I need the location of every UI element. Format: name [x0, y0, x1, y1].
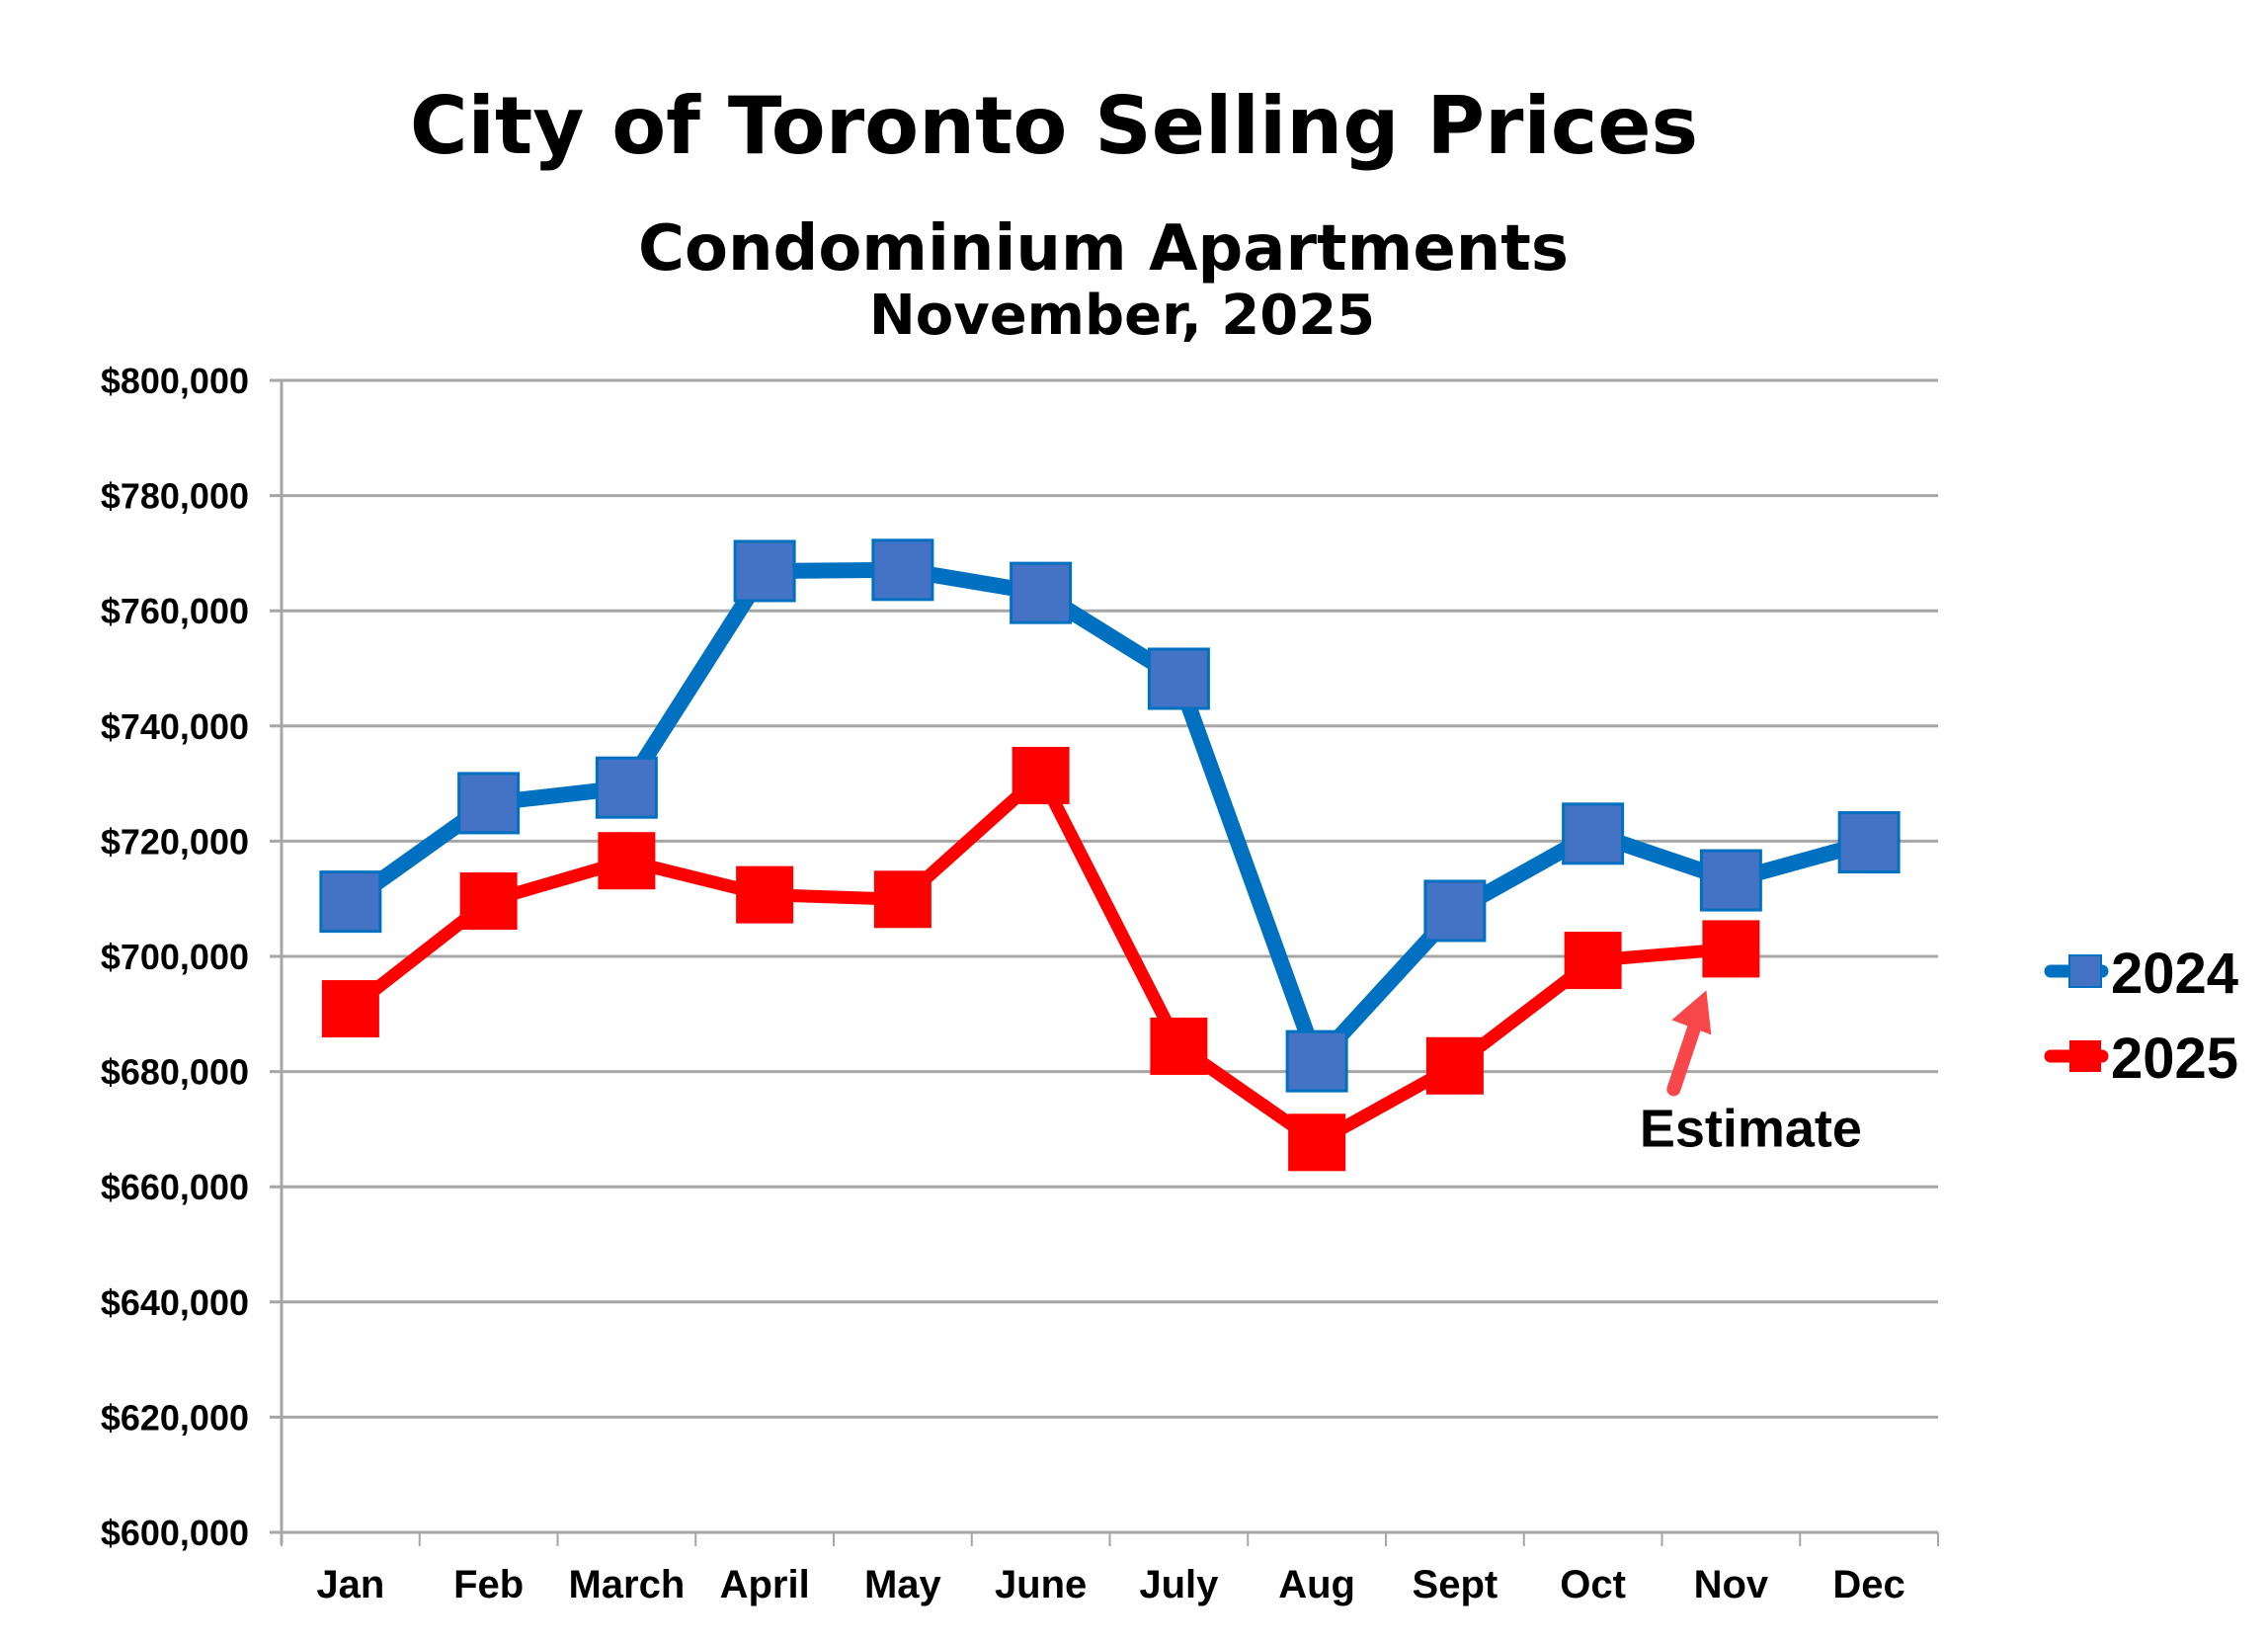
data-point-2024-aug: [1285, 1029, 1348, 1093]
y-tick-label: $600,000: [101, 1513, 249, 1553]
data-point-2024-oct: [1562, 802, 1625, 865]
x-tick-label: Nov: [1694, 1563, 1769, 1606]
estimate-label: Estimate: [1640, 1099, 1862, 1158]
y-tick-label: $620,000: [101, 1397, 249, 1438]
legend-label: 2024: [2111, 942, 2238, 1006]
x-tick-label: April: [720, 1563, 810, 1606]
y-tick-label: $780,000: [101, 476, 249, 517]
series-line-2025: [346, 765, 1732, 1150]
y-axis-tick-labels: $600,000 $620,000 $640,000 $660,000 $680,000…: [101, 361, 249, 1553]
data-point-2024-april: [733, 539, 796, 603]
chart-date: November, 2025: [869, 284, 1375, 348]
chart-title: City of Toronto Selling Prices: [410, 80, 1698, 172]
x-tick-label: Feb: [453, 1563, 524, 1606]
y-tick-label: $800,000: [101, 361, 249, 401]
data-point-2024-june: [1010, 561, 1073, 624]
series-layer: [319, 538, 1901, 1172]
data-point-2025-jan: [321, 980, 379, 1038]
series-2025: [321, 746, 1760, 1172]
chart-subtitle: Condominium Apartments: [638, 212, 1569, 286]
chart-titles: City of Toronto Selling Prices Condomini…: [410, 80, 1698, 348]
legend-item-2025: 2025: [2044, 1027, 2238, 1091]
arrow-up-icon: [1671, 990, 1712, 1035]
x-tick-label: Dec: [1832, 1563, 1904, 1606]
x-tick-label: Sept: [1413, 1563, 1498, 1606]
x-tick-label: Aug: [1278, 1563, 1355, 1606]
data-point-2025-nov: [1702, 920, 1760, 978]
legend: 2024 2025: [2044, 942, 2238, 1091]
x-tick-label: June: [995, 1563, 1087, 1606]
x-axis-tick-labels: Jan Feb March April May June July Aug Sept Oct Nov…: [316, 1563, 1904, 1606]
annotation-layer: Estimate: [1637, 990, 1865, 1161]
data-point-2024-nov: [1699, 849, 1762, 912]
data-point-2024-may: [871, 538, 934, 602]
data-point-2025-may: [873, 870, 932, 929]
legend-marker-icon: [2069, 1040, 2101, 1072]
data-point-2025-feb: [459, 872, 518, 931]
x-tick-label: Jan: [316, 1563, 384, 1606]
series-line-2024: [346, 561, 1872, 1077]
y-tick-label: $740,000: [101, 706, 249, 747]
y-tick-label: $640,000: [101, 1282, 249, 1323]
legend-label: 2025: [2111, 1027, 2238, 1091]
y-tick-label: $720,000: [101, 821, 249, 862]
estimate-annotation: Estimate: [1637, 990, 1865, 1161]
data-point-2025-sept: [1425, 1036, 1484, 1095]
data-point-2025-june: [1012, 746, 1070, 804]
x-tick-label: Oct: [1560, 1563, 1626, 1606]
legend-item-2024: 2024: [2044, 942, 2238, 1006]
data-point-2025-oct: [1564, 932, 1622, 990]
legend-marker-icon: [2068, 954, 2102, 988]
x-tick-label: July: [1139, 1563, 1219, 1606]
data-point-2024-jan: [319, 870, 382, 934]
x-tick-label: May: [864, 1563, 942, 1606]
axes: [280, 380, 1939, 1546]
y-tick-label: $680,000: [101, 1052, 249, 1093]
data-point-2025-aug: [1288, 1113, 1346, 1172]
data-point-2024-july: [1147, 647, 1210, 710]
series-2024: [319, 538, 1901, 1093]
y-tick-label: $700,000: [101, 937, 249, 977]
data-point-2025-april: [736, 865, 794, 924]
y-tick-label: $760,000: [101, 591, 249, 631]
data-point-2024-sept: [1423, 879, 1487, 943]
y-tick-label: $660,000: [101, 1167, 249, 1207]
data-point-2024-feb: [457, 772, 521, 835]
x-tick-label: March: [568, 1563, 685, 1606]
data-point-2025-march: [598, 832, 656, 890]
data-point-2025-july: [1150, 1017, 1208, 1075]
gridlines: [270, 378, 1938, 1534]
data-point-2024-dec: [1837, 811, 1901, 874]
data-point-2024-march: [595, 756, 658, 819]
